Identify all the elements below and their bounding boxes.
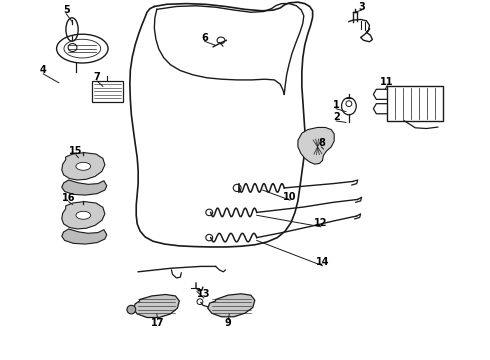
Text: 17: 17 <box>151 318 165 328</box>
Text: 15: 15 <box>69 146 83 156</box>
Text: 8: 8 <box>318 138 325 148</box>
Polygon shape <box>62 202 105 229</box>
Text: 11: 11 <box>380 77 394 87</box>
Text: 3: 3 <box>358 2 365 12</box>
Polygon shape <box>62 180 107 195</box>
Text: 5: 5 <box>63 5 70 15</box>
Polygon shape <box>298 127 334 164</box>
Polygon shape <box>62 153 105 180</box>
Text: 4: 4 <box>40 65 47 75</box>
Text: 1: 1 <box>333 100 340 110</box>
Text: 13: 13 <box>197 289 211 300</box>
Ellipse shape <box>127 305 136 314</box>
Bar <box>387 86 443 121</box>
Polygon shape <box>208 294 255 317</box>
Polygon shape <box>62 229 107 244</box>
Text: 14: 14 <box>316 257 329 267</box>
Text: 16: 16 <box>62 193 75 203</box>
Polygon shape <box>133 294 179 318</box>
Text: 9: 9 <box>225 318 232 328</box>
Text: 2: 2 <box>333 112 340 122</box>
Bar <box>92 81 122 102</box>
Text: 7: 7 <box>94 72 100 82</box>
Text: 12: 12 <box>314 218 328 228</box>
Text: 6: 6 <box>201 33 208 43</box>
Ellipse shape <box>76 162 91 170</box>
Text: 10: 10 <box>283 192 297 202</box>
Ellipse shape <box>76 211 91 219</box>
